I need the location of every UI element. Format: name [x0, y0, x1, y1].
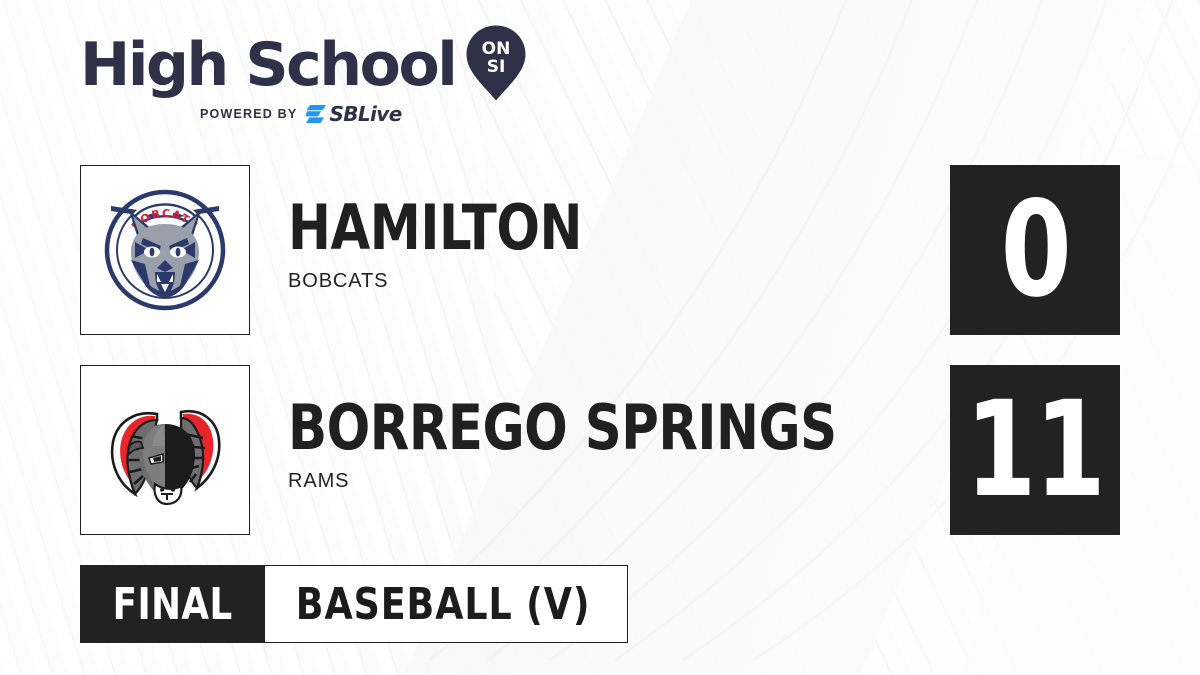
- team-mascot: RAMS: [288, 470, 350, 492]
- sblive-s-icon: [305, 105, 327, 123]
- team-logo-box: [80, 365, 250, 535]
- team-text-block: HAMILTON BOBCATS: [288, 197, 608, 293]
- team-logo-box: BOBCATS: [80, 165, 250, 335]
- team-mascot: BOBCATS: [288, 270, 389, 292]
- powered-by-label: POWERED BY: [200, 107, 298, 121]
- team-name: BORREGO SPRINGS: [288, 391, 837, 464]
- team-name: HAMILTON: [288, 191, 582, 264]
- team-score-box: 0: [950, 165, 1120, 335]
- brand-wordmark-row: High School ON SI: [80, 25, 526, 101]
- sport-label: BASEBALL (V): [296, 578, 591, 630]
- team-row: BORREGO SPRINGS RAMS 11: [80, 365, 1120, 535]
- status-banner: FINAL BASEBALL (V): [80, 565, 629, 643]
- powered-by-row: POWERED BY SBLive: [80, 102, 510, 126]
- brand-wordmark-text: High School: [80, 30, 458, 100]
- pin-label-si: SI: [487, 57, 506, 77]
- map-pin-icon: ON SI: [466, 25, 526, 101]
- sblive-logo: SBLive: [305, 102, 402, 126]
- sport-label-box: BASEBALL (V): [265, 565, 629, 643]
- rams-head-logo: [110, 409, 221, 506]
- team-text-block: BORREGO SPRINGS RAMS: [288, 397, 884, 493]
- sblive-wordmark: SBLive: [329, 102, 402, 126]
- team-score: 0: [1000, 173, 1071, 327]
- team-score: 11: [965, 373, 1106, 527]
- bobcats-crest-logo: BOBCATS: [104, 189, 226, 311]
- team-score-box: 11: [950, 365, 1120, 535]
- pin-label-on: ON: [482, 39, 511, 59]
- brand-logo: High School ON SI POWERED BY SBLive: [80, 25, 526, 132]
- team-row: BOBCATS: [80, 165, 1120, 335]
- game-status-label: FINAL: [112, 578, 233, 630]
- game-status-badge: FINAL: [80, 565, 266, 643]
